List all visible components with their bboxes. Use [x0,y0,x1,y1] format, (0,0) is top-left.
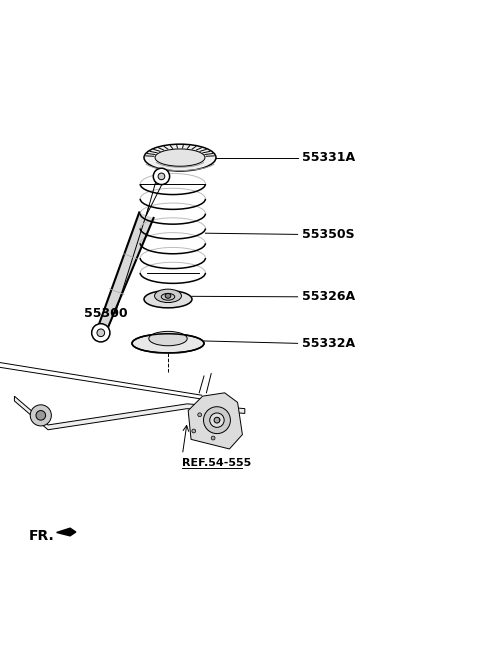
Ellipse shape [149,331,187,346]
Polygon shape [96,213,154,335]
Polygon shape [188,393,242,449]
Ellipse shape [92,323,110,342]
Text: REF.54-555: REF.54-555 [182,459,252,468]
Ellipse shape [216,418,220,422]
Ellipse shape [192,429,196,433]
Text: 55350S: 55350S [302,228,355,241]
Ellipse shape [214,417,220,423]
Text: 55332A: 55332A [302,337,356,350]
Ellipse shape [155,149,205,166]
Ellipse shape [30,405,51,426]
Ellipse shape [132,334,204,353]
Text: 55331A: 55331A [302,151,356,164]
Text: 55300: 55300 [84,307,128,320]
Ellipse shape [144,291,192,308]
Ellipse shape [198,413,202,417]
Ellipse shape [155,289,181,302]
Ellipse shape [144,144,216,171]
Ellipse shape [97,329,105,337]
Text: 55326A: 55326A [302,291,356,303]
Polygon shape [14,396,245,430]
Text: FR.: FR. [29,529,55,543]
Ellipse shape [204,407,230,434]
Ellipse shape [210,413,224,427]
Ellipse shape [153,168,169,184]
Ellipse shape [165,293,171,298]
Ellipse shape [36,411,46,420]
Ellipse shape [211,436,215,440]
Polygon shape [57,528,76,536]
Ellipse shape [158,173,165,180]
